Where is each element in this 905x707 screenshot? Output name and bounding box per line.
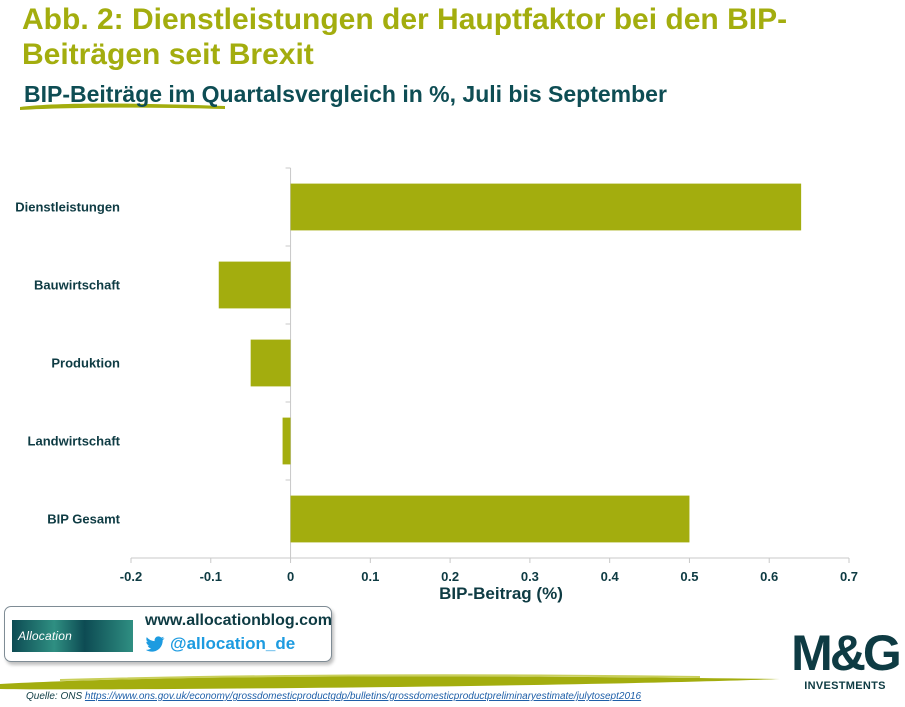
x-tick-label: 0.6 [760,569,778,584]
source-link[interactable]: https://www.ons.gov.uk/economy/grossdome… [84,691,642,702]
bar-bip-gesamt [290,495,690,543]
x-tick-label: -0.1 [200,569,222,584]
page-title: Abb. 2: Dienstleistungen der Hauptfaktor… [22,3,788,71]
twitter-handle: @allocation_de [170,634,296,653]
x-tick-label: 0.1 [361,569,379,584]
allocation-logo[interactable]: Allocation [12,620,133,652]
bar-landwirtschaft [282,417,291,465]
bar-dienstleistungen [290,183,802,231]
decorative-brush-stroke [0,674,780,690]
category-label: Dienstleistungen [15,200,120,215]
x-tick-label: 0 [287,569,294,584]
allocation-logo-text: Allocation [18,629,73,643]
category-label: BIP Gesamt [47,512,120,527]
bar-produktion [250,339,291,387]
blog-url-link[interactable]: www.allocationblog.com [145,612,332,629]
category-label: Landwirtschaft [28,434,121,449]
category-label: Produktion [51,356,120,371]
x-tick-label: 0.7 [840,569,858,584]
category-label: Bauwirtschaft [34,278,121,293]
chart-subtitle: BIP-Beiträge im Quartalsvergleich in %, … [24,81,667,107]
bar-chart: Dienstleistungen Bauwirtschaft Produktion L… [15,167,858,603]
mg-investments-logo: M&G INVESTMENTS [786,628,904,694]
source-label: Quelle: ONS [26,691,83,702]
x-tick-label: -0.2 [120,569,142,584]
source-note: Quelle: ONS https://www.ons.gov.uk/econo… [26,691,641,702]
mg-brand-name: M&G [791,625,902,681]
x-axis-title: BIP-Beitrag (%) [439,584,563,603]
title-underline-stroke [20,103,225,110]
x-tick-label: 0.4 [601,569,620,584]
mg-brand-subtitle: INVESTMENTS [804,680,886,692]
blog-promo-box: Allocation www.allocationblog.com @alloc… [4,606,332,662]
x-tick-label: 0.2 [441,569,459,584]
x-tick-label: 0.3 [521,569,539,584]
x-tick-label: 0.5 [680,569,698,584]
twitter-bird-icon [145,636,165,652]
bar-bauwirtschaft [218,261,291,309]
